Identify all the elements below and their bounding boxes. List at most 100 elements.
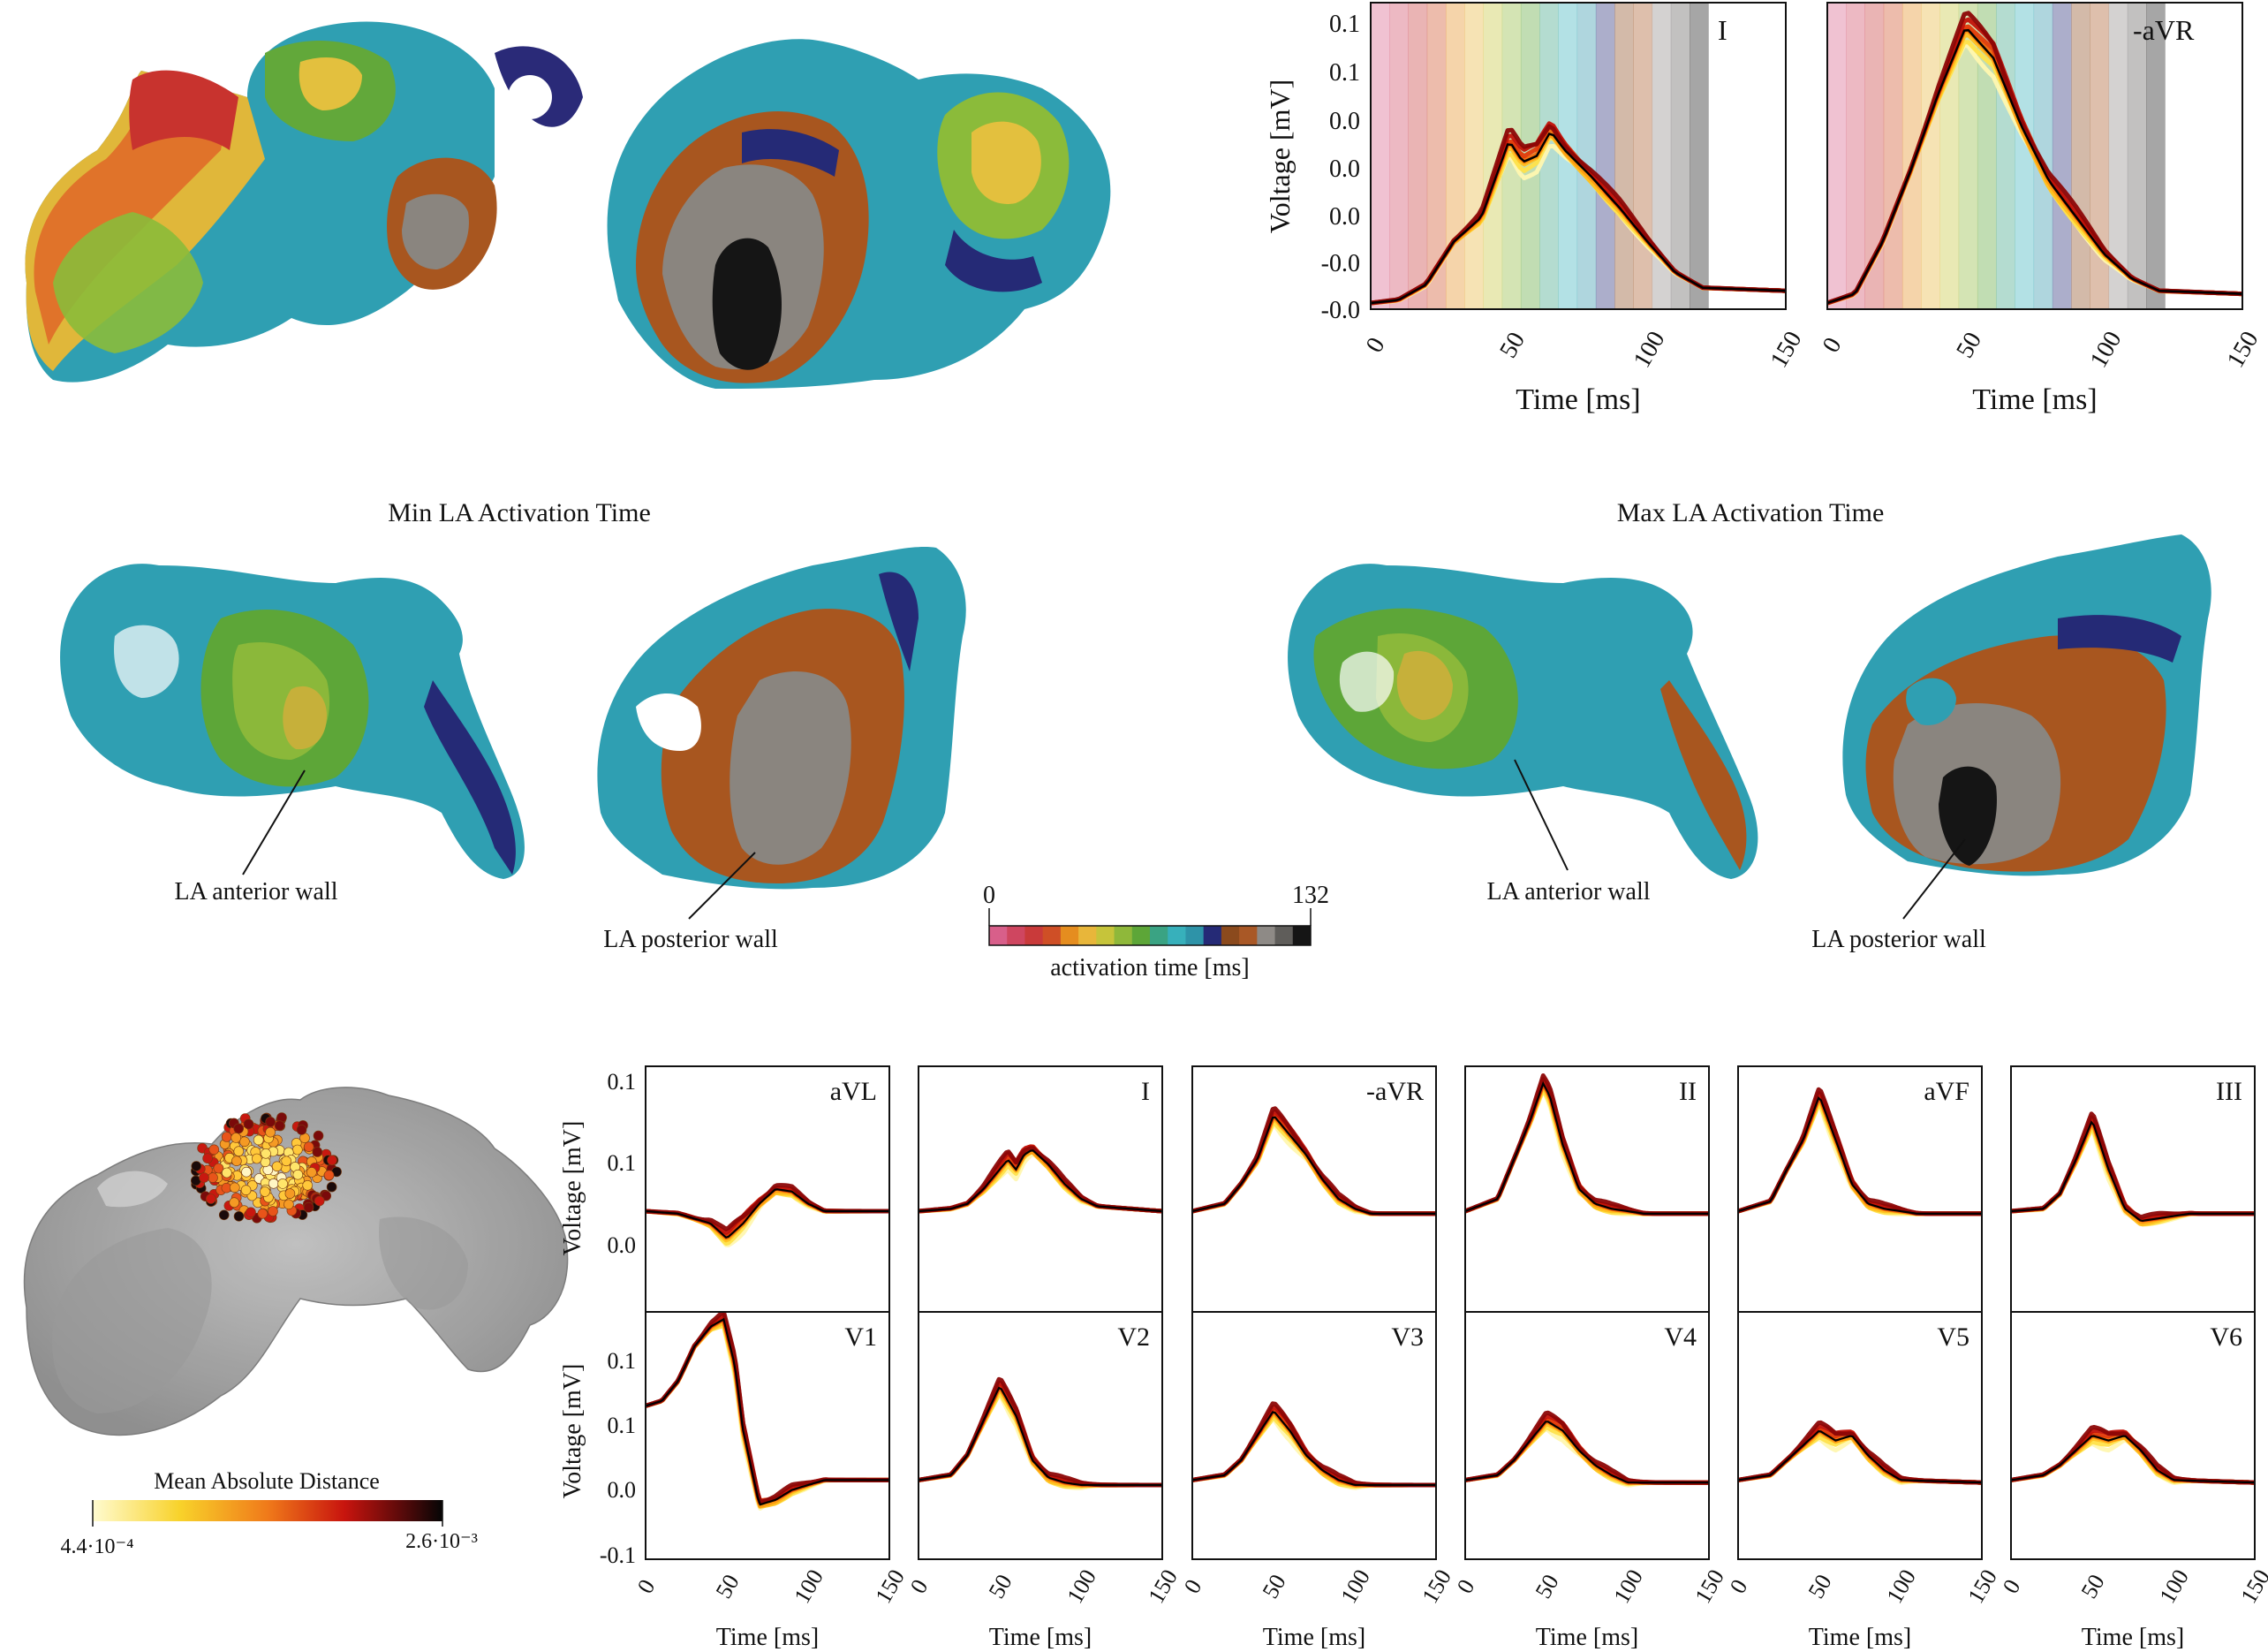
activation-top-I-band-4 — [1445, 3, 1465, 309]
x-tick-V6-1: 50 — [2076, 1570, 2110, 1603]
activation-top-aVR-band-5 — [1921, 3, 1940, 309]
ecg-mean-line-I — [918, 1149, 1163, 1213]
label-max-anterior: LA anterior wall — [1486, 878, 1650, 906]
mad-colorbar-min: 4.4·10⁻⁴ — [60, 1535, 133, 1558]
mad-point — [326, 1181, 337, 1193]
xlabel-top-B: Time [ms] — [1972, 383, 2097, 416]
mad-point — [312, 1147, 323, 1157]
mad-point — [199, 1172, 209, 1183]
activation-top-aVR-band-15 — [2108, 3, 2128, 309]
y-tick-top-5: -0.0 — [1321, 250, 1360, 277]
plot-frame-V3 — [1191, 1311, 1437, 1560]
activation-colorbar-swatches — [989, 926, 1312, 945]
activation-colorbar-frame — [988, 925, 1312, 946]
colorbar-swatch-8 — [1131, 926, 1151, 945]
mad-point — [243, 1118, 254, 1130]
activation-top-aVR-band-3 — [1883, 3, 1903, 309]
x-tick-V4-1: 50 — [1531, 1570, 1564, 1603]
activation-top-I-band-9 — [1539, 3, 1559, 309]
ecg-variance-fan-III — [2011, 1111, 2255, 1227]
mad-point — [261, 1148, 271, 1159]
y-tick-r2-1: 0.1 — [608, 1413, 637, 1438]
lead-label-top-aVR: -aVR — [2133, 14, 2195, 46]
colorbar-swatch-10 — [1168, 926, 1186, 945]
activation-top-I-band-13 — [1614, 3, 1634, 309]
activation-top-I-band-15 — [1652, 3, 1672, 309]
y-tick-top-0: 0.1 — [1329, 11, 1360, 38]
activation-top-I-band-0 — [1371, 3, 1390, 309]
lead-label-V5: V5 — [1937, 1322, 1969, 1352]
x-tick-V5-3: 150 — [1962, 1565, 2002, 1608]
lead-label-I: I — [1141, 1077, 1150, 1106]
x-tick-V5-1: 50 — [1803, 1570, 1837, 1603]
ecg-variance-fan-V6 — [2011, 1425, 2255, 1485]
mad-point — [265, 1126, 276, 1138]
lead-label-aVL: aVL — [830, 1077, 877, 1106]
y-tick-top-3: 0.0 — [1329, 155, 1360, 183]
twelve-lead-ecg-grid: aVL I -aVR II aVF III V1 0 50 100 150 Time [ms] V2 0 5… — [632, 1065, 2268, 1651]
mad-colorbar-title: Mean Absolute Distance — [154, 1468, 380, 1494]
mad-point — [208, 1172, 218, 1183]
atria-render-min-posterior — [597, 547, 966, 890]
mad-point — [213, 1163, 224, 1174]
mad-point — [313, 1130, 324, 1141]
atria-render-top-anterior — [25, 21, 583, 383]
arrow-min-anterior — [242, 769, 306, 875]
x-tick-V5-2: 100 — [1881, 1565, 1921, 1608]
y-tick-r1-1: 0.1 — [608, 1150, 637, 1176]
ecg-panel-II: II — [1464, 1065, 1710, 1313]
colorbar-swatch-14 — [1239, 926, 1258, 945]
ecg-mean-line-V5 — [1737, 1430, 1983, 1484]
activation-top-aVR-band-12 — [2052, 3, 2072, 309]
x-tick-V6-2: 100 — [2154, 1565, 2194, 1608]
mad-point — [229, 1197, 240, 1208]
mad-point — [191, 1161, 202, 1171]
x-tick-V1-1: 50 — [711, 1570, 745, 1603]
ecg-mean-line-V1 — [645, 1317, 889, 1506]
activation-top-aVR-band-9 — [1996, 3, 2015, 309]
lead-label-V3: V3 — [1391, 1322, 1424, 1352]
y-tick-top-6: -0.0 — [1321, 297, 1360, 324]
plot-frame-top-aVR — [1826, 2, 2243, 310]
y-tick-r1-0: 0.1 — [608, 1069, 637, 1095]
xlabel-V5: Time [ms] — [1809, 1624, 1911, 1651]
ecg-panel-aVF: aVF — [1737, 1065, 1983, 1313]
activation-colorbar-min: 0 — [983, 882, 995, 909]
mad-point — [208, 1144, 220, 1156]
ecg-V5-variant-7 — [1738, 1420, 1982, 1485]
mad-point — [284, 1188, 296, 1199]
y-tick-top-1: 0.1 — [1329, 59, 1360, 87]
plot-frame-V5 — [1737, 1311, 1983, 1560]
x-tick-V3-3: 150 — [1417, 1565, 1456, 1608]
x-tick-V3-2: 100 — [1335, 1565, 1375, 1608]
x-tick-V1-0: 0 — [632, 1575, 661, 1598]
activation-top-aVR-band-8 — [1977, 3, 1997, 309]
colorbar-swatch-4 — [1060, 926, 1079, 945]
ecg-V3-variant-7 — [1192, 1401, 1436, 1488]
lead-label-II: II — [1679, 1077, 1697, 1106]
mad-point — [296, 1125, 307, 1135]
ecg-aVL-variant-7 — [646, 1183, 889, 1231]
activation-top-aVR-band-10 — [2015, 3, 2035, 309]
mad-point — [251, 1153, 262, 1164]
activation-top-aVR-band-2 — [1864, 3, 1885, 309]
activation-top-aVR-band-13 — [2071, 3, 2090, 309]
x-tick-topB-2: 100 — [2085, 327, 2128, 373]
mad-point — [306, 1167, 317, 1178]
colorbar-swatch-13 — [1221, 926, 1240, 945]
xlabel-V4: Time [ms] — [1536, 1624, 1638, 1651]
mad-point — [277, 1178, 288, 1189]
ylabel-bottom-row1: Voltage [mV] — [559, 1121, 586, 1256]
x-tick-topB-3: 150 — [2222, 327, 2264, 373]
mad-point-cloud — [191, 1112, 342, 1224]
activation-top-aVR-band-1 — [1846, 3, 1865, 309]
colorbar-swatch-17 — [1292, 926, 1312, 945]
ecg-variance-fan-II — [1465, 1073, 1709, 1216]
title-max-activation: Max LA Activation Time — [1617, 498, 1885, 527]
arrow-max-anterior — [1514, 759, 1569, 871]
colorbar-swatch-1 — [1007, 926, 1025, 945]
mad-point — [327, 1155, 337, 1166]
arrow-max-posterior — [1902, 838, 1966, 920]
activation-top-aVR-band-0 — [1827, 3, 1847, 309]
x-tick-V1-2: 100 — [789, 1565, 828, 1608]
